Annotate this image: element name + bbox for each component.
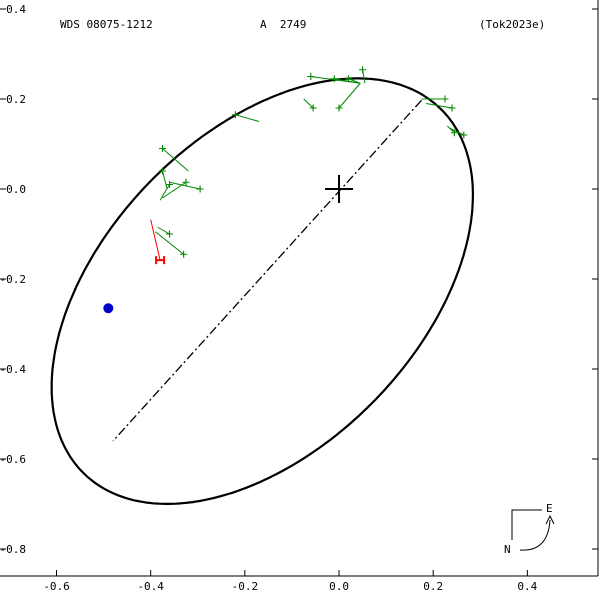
wds-id-label: WDS 08075-1212 (60, 18, 153, 31)
residual-line (334, 78, 361, 84)
red-observation-point (155, 256, 166, 265)
residual-line (155, 231, 184, 255)
current-position-dot (103, 303, 114, 314)
observation-point (182, 178, 190, 186)
observation-point (307, 73, 315, 80)
residual-line (348, 78, 361, 84)
observation-point (158, 145, 166, 152)
residual-line (338, 82, 361, 109)
observation-point (359, 66, 367, 74)
red-residual-line (150, 219, 161, 261)
observation-point (180, 250, 188, 258)
observation-point (335, 104, 343, 112)
compass-arrow-icon (545, 514, 555, 525)
y-tick-label: -0.6 (0, 453, 26, 466)
orbit-ellipse-layer (50, 77, 474, 505)
primary-star-cross (325, 175, 354, 203)
observations-layer (150, 66, 468, 265)
observation-point (231, 111, 239, 119)
y-tick-label: -0.4 (0, 363, 26, 376)
compass-north-label: N (504, 543, 511, 556)
observation-point (196, 185, 204, 193)
compass-arc (519, 519, 551, 551)
markers-layer (103, 175, 354, 314)
observation-point (166, 181, 174, 188)
residual-line (235, 114, 260, 122)
compass-axes (511, 509, 542, 540)
residual-line (426, 103, 453, 109)
y-tick-label: -0.8 (0, 543, 26, 556)
compass-east-label: E (546, 502, 553, 515)
tick-layer: -0.6 -0.4 -0.2 0.0 0.2 0.4 0.4 0.2 0.0 -0.2 -0.4 -0… (0, 3, 598, 593)
residual-line (169, 181, 201, 190)
residual-line (446, 125, 455, 134)
y-tick-label: 0.2 (6, 93, 26, 106)
x-tick-label: 0.0 (329, 580, 349, 593)
y-tick-label: -0.2 (0, 273, 26, 286)
x-tick-label: -0.2 (232, 580, 259, 593)
orbit-ellipse (50, 77, 474, 505)
residual-line (161, 170, 168, 190)
observation-point (166, 230, 174, 238)
observation-point (441, 95, 449, 103)
line-of-nodes-layer (112, 99, 422, 442)
component-label: A 2749 (260, 18, 306, 31)
observation-point (158, 167, 166, 175)
residual-line (157, 226, 170, 235)
residual-line (162, 148, 189, 172)
plot-frame-layer (0, 0, 599, 577)
x-tick-label: -0.6 (43, 580, 70, 593)
observation-point (309, 104, 317, 112)
x-tick-label: -0.4 (137, 580, 164, 593)
observation-point (448, 104, 456, 112)
line-of-nodes (112, 99, 422, 442)
observation-point (330, 75, 338, 83)
reference-label: (Tok2023e) (479, 18, 545, 31)
observation-point (344, 75, 352, 83)
observation-point (460, 131, 468, 139)
x-tick-label: 0.2 (423, 580, 443, 593)
residual-line (303, 98, 314, 109)
compass: E N (504, 502, 555, 556)
x-tick-label: 0.4 (517, 580, 537, 593)
residual-line (449, 127, 465, 136)
y-tick-label: 0.0 (6, 183, 26, 196)
y-tick-label: 0.4 (6, 3, 26, 16)
residual-line (159, 184, 170, 201)
